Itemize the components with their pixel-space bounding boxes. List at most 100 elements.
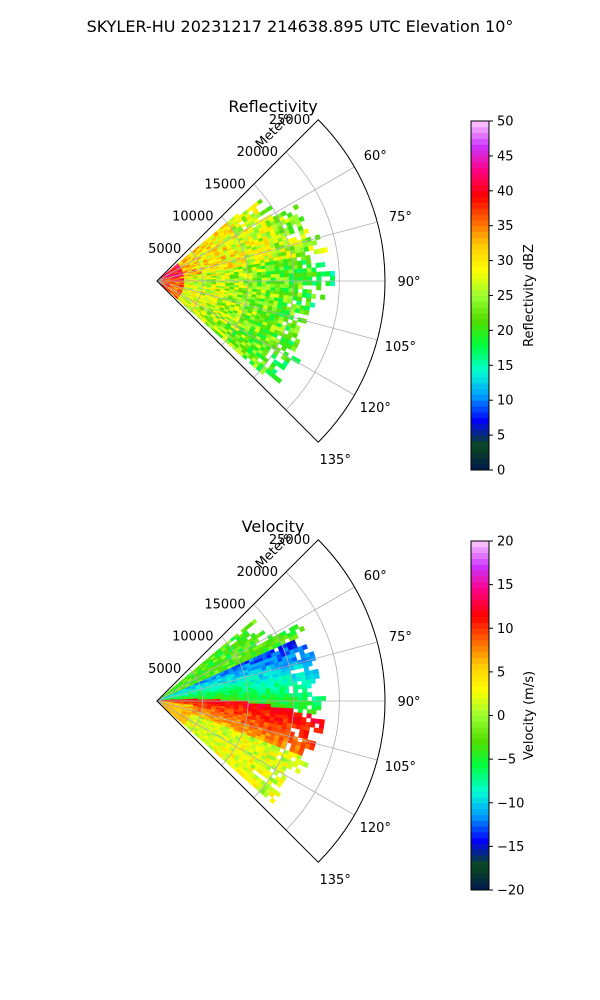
data-cell	[283, 707, 290, 713]
colorbar-segment	[471, 248, 489, 256]
data-cell	[238, 273, 244, 277]
colorbar-tick-label: 40	[497, 184, 514, 199]
colorbar-segment	[471, 208, 489, 215]
colorbar-segment	[471, 423, 489, 430]
data-cell	[252, 275, 258, 279]
data-cell	[220, 696, 226, 700]
data-cell	[288, 288, 294, 293]
colorbar-segment	[471, 703, 489, 711]
panel-title: Reflectivity	[228, 97, 317, 116]
azimuth-gridline	[156, 166, 355, 282]
data-cell	[293, 696, 299, 702]
data-cell	[275, 280, 281, 285]
data-cell	[270, 697, 276, 702]
colorbar-segment	[471, 283, 489, 291]
colorbar-segment	[471, 161, 489, 169]
data-cell	[306, 267, 313, 273]
data-cell	[256, 283, 263, 288]
data-cell	[296, 260, 303, 266]
data-cell	[283, 287, 290, 293]
data-cell	[306, 709, 313, 715]
data-cell	[329, 275, 335, 282]
colorbar-segment	[471, 599, 489, 606]
colorbar-segment	[471, 645, 489, 653]
colorbar-segment	[471, 429, 489, 436]
data-cell	[259, 630, 266, 637]
colorbar-segment	[471, 237, 489, 244]
data-cell	[225, 696, 231, 700]
data-cell	[247, 692, 253, 697]
colorbar-segment	[471, 779, 489, 786]
data-cell	[266, 277, 272, 282]
data-cell	[297, 712, 303, 718]
azimuth-tick-label: 120°	[360, 401, 391, 416]
data-cell	[288, 269, 294, 274]
data-cell	[284, 277, 290, 282]
azimuth-tick-label: 105°	[385, 340, 416, 355]
data-cell	[279, 697, 285, 702]
velocity-panel: Velocity 5000 10000 15000 20000 25000 60° 75° 90…	[148, 517, 537, 899]
data-cell	[298, 700, 304, 706]
data-cell	[284, 704, 290, 709]
data-cell	[298, 276, 304, 282]
data-cell	[302, 272, 308, 278]
radial-tick-label: 10000	[172, 630, 213, 645]
sector-frame	[156, 539, 386, 863]
data-cell	[297, 272, 304, 278]
data-cell	[297, 268, 303, 274]
data-cell	[306, 683, 312, 689]
colorbar-segment	[471, 738, 489, 746]
data-cell	[261, 694, 267, 699]
colorbar-segment	[471, 278, 489, 285]
data-cell	[238, 703, 244, 707]
data-cell	[274, 707, 281, 712]
data-cell	[283, 682, 289, 688]
colorbar-segment	[471, 126, 489, 134]
data-cell	[318, 723, 325, 730]
data-cell	[296, 676, 302, 682]
data-cell	[279, 273, 285, 278]
data-cell	[256, 691, 262, 696]
data-cell	[316, 280, 322, 286]
data-cell	[247, 695, 253, 699]
colorbar-tick-label: 5	[497, 429, 505, 444]
data-cell	[288, 708, 294, 713]
data-cell	[279, 270, 285, 275]
data-cell	[247, 703, 253, 707]
data-cell	[325, 280, 331, 287]
colorbar-tick-label: −5	[497, 753, 516, 768]
data-cell	[257, 280, 263, 285]
data-cell	[270, 694, 276, 699]
azimuth-gridline	[156, 221, 378, 282]
data-cell	[309, 674, 316, 680]
data-cell	[290, 345, 298, 353]
colorbar-segment	[471, 150, 489, 157]
data-cell	[238, 283, 244, 287]
data-cell	[311, 700, 317, 706]
colorbar-segment	[471, 604, 489, 612]
colorbar-segment	[471, 330, 489, 337]
data-cell	[284, 693, 290, 698]
azimuth-tick-label: 135°	[320, 873, 351, 888]
colorbar-segment	[471, 831, 489, 839]
data-cell	[298, 696, 304, 702]
data-cell	[306, 692, 313, 698]
data-cell	[316, 271, 322, 277]
data-cell	[293, 704, 299, 710]
data-cell	[310, 678, 316, 684]
colorbar-segment	[471, 546, 489, 554]
colorbar-segment	[471, 773, 489, 780]
azimuth-gridline	[156, 280, 378, 341]
data-cell	[275, 273, 281, 278]
data-cell	[284, 273, 290, 278]
colorbar-segment	[471, 686, 489, 693]
data-cell	[297, 692, 304, 698]
data-cell	[261, 703, 267, 708]
data-cell	[288, 273, 294, 278]
data-cell	[329, 270, 336, 277]
data-cell	[311, 705, 317, 711]
data-cell	[294, 767, 302, 775]
data-cell	[309, 722, 316, 728]
colorbar-segment	[471, 657, 489, 664]
data-cell	[275, 704, 281, 709]
